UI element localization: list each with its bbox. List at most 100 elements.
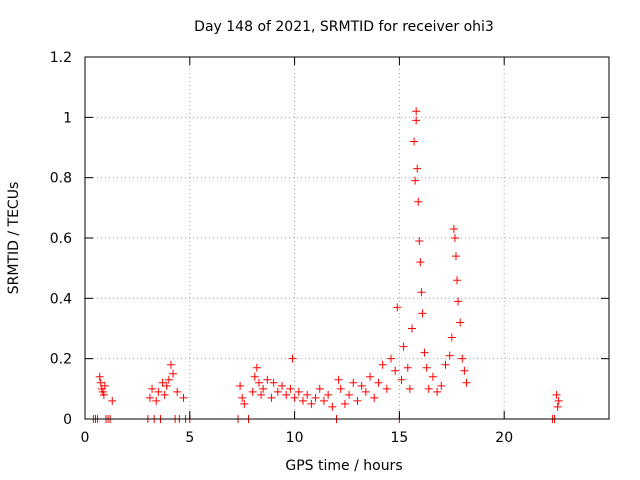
data-point: [437, 381, 446, 390]
data-point: [415, 237, 424, 246]
data-point: [345, 390, 354, 399]
data-point: [164, 375, 173, 384]
data-point: [158, 378, 167, 387]
data-point: [236, 381, 245, 390]
x-tick-label: 20: [495, 430, 513, 446]
data-point: [393, 303, 402, 312]
data-point: [361, 387, 370, 396]
data-point: [553, 402, 562, 411]
data-point: [160, 390, 169, 399]
data-point: [324, 390, 333, 399]
data-points: [89, 107, 563, 423]
data-point: [267, 393, 276, 402]
data-point: [307, 399, 316, 408]
data-point: [441, 360, 450, 369]
data-point: [413, 164, 422, 173]
data-point: [357, 381, 366, 390]
y-tick-label: 0.4: [50, 291, 72, 307]
data-point: [407, 324, 416, 333]
data-point: [382, 384, 391, 393]
data-point: [328, 402, 337, 411]
data-point: [311, 393, 320, 402]
data-point: [166, 360, 175, 369]
y-tick-label: 0.8: [50, 171, 72, 187]
x-tick-label: 0: [81, 430, 90, 446]
data-point: [319, 396, 328, 405]
y-axis-label: SRMTID / TECUs: [6, 182, 22, 295]
data-point: [449, 224, 458, 233]
data-point: [412, 116, 421, 125]
data-point: [250, 372, 259, 381]
data-point: [288, 354, 297, 363]
data-point: [257, 390, 266, 399]
data-point: [451, 252, 460, 261]
grid: [85, 57, 609, 419]
data-point: [445, 351, 454, 360]
chart-title: Day 148 of 2021, SRMTID for receiver ohi…: [194, 19, 494, 35]
data-point: [173, 387, 182, 396]
data-point: [273, 387, 282, 396]
data-point: [145, 393, 154, 402]
data-point: [263, 375, 272, 384]
data-point: [303, 390, 312, 399]
data-point: [278, 381, 287, 390]
data-point: [340, 399, 349, 408]
y-tick-label: 0.6: [50, 231, 72, 247]
data-point: [447, 333, 456, 342]
data-point: [453, 276, 462, 285]
data-point: [554, 396, 563, 405]
data-point: [552, 390, 561, 399]
data-point: [458, 354, 467, 363]
data-point: [169, 369, 178, 378]
data-point: [152, 396, 161, 405]
data-point: [252, 363, 261, 372]
data-point: [334, 375, 343, 384]
data-point: [148, 384, 157, 393]
y-tick-label: 1.2: [50, 50, 72, 66]
data-point: [162, 381, 171, 390]
data-point: [248, 387, 257, 396]
data-point: [108, 396, 117, 405]
data-point: [336, 384, 345, 393]
y-tick-label: 0: [63, 412, 72, 428]
data-point: [397, 375, 406, 384]
data-point: [366, 372, 375, 381]
data-point: [454, 297, 463, 306]
x-tick-label: 15: [390, 430, 408, 446]
data-point: [349, 378, 358, 387]
data-point: [417, 288, 426, 297]
data-point: [412, 107, 421, 116]
data-point: [399, 342, 408, 351]
data-point: [450, 234, 459, 242]
data-point: [254, 378, 263, 387]
data-point: [99, 390, 108, 399]
data-point: [416, 258, 425, 267]
data-point: [411, 176, 420, 185]
data-point: [414, 197, 423, 206]
data-point: [96, 378, 105, 387]
y-tick-label: 1: [63, 110, 72, 126]
data-point: [456, 318, 465, 327]
data-point: [405, 384, 414, 393]
data-point: [418, 309, 427, 318]
data-point: [95, 372, 104, 381]
data-point: [424, 384, 433, 393]
data-point: [238, 393, 247, 402]
data-point: [410, 137, 419, 146]
x-tick-label: 10: [286, 430, 304, 446]
data-point: [282, 390, 291, 399]
data-point: [462, 378, 471, 387]
data-point: [403, 363, 412, 372]
data-point: [294, 387, 303, 396]
data-point: [370, 393, 379, 402]
data-point: [298, 396, 307, 405]
data-point: [433, 387, 442, 396]
data-point: [378, 360, 387, 369]
data-point: [387, 354, 396, 363]
x-axis-label: GPS time / hours: [285, 458, 402, 474]
data-point: [428, 372, 437, 381]
data-point: [179, 393, 188, 402]
data-point: [420, 348, 429, 357]
plot-frame: [84, 56, 610, 420]
